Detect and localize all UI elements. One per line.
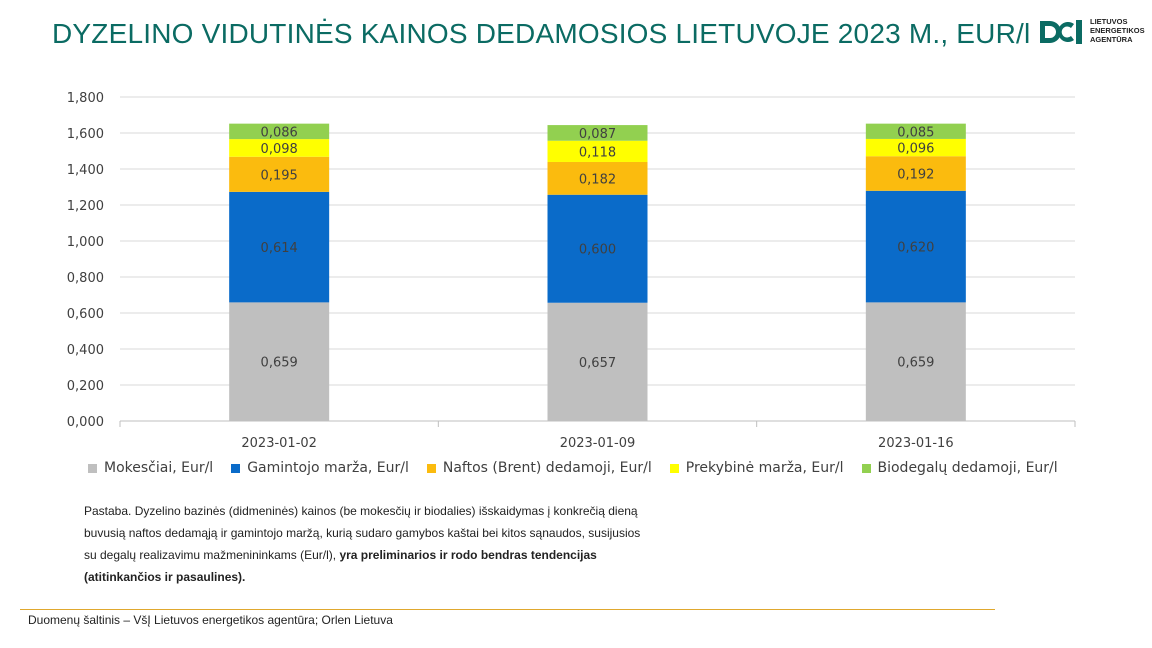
data-label: 0,118: [579, 145, 616, 160]
note-line: buvusią naftos dedamąją ir gamintojo mar…: [84, 526, 641, 540]
bar-segment: [229, 139, 330, 157]
data-label: 0,659: [897, 356, 934, 371]
logo-line: ENERGETIKOS: [1090, 26, 1145, 35]
note-line: Pastaba. Dyzelino bazinės (didmeninės) k…: [84, 504, 638, 518]
legend-label: Gamintojo marža, Eur/l: [247, 460, 409, 476]
chart-legend: Mokesčiai, Eur/l Gamintojo marža, Eur/l …: [88, 460, 1058, 476]
legend-item: Prekybinė marža, Eur/l: [669, 460, 844, 476]
bar-segment: [229, 191, 330, 303]
agency-logo-text: LIETUVOS ENERGETIKOS AGENTŪRA: [1090, 17, 1145, 44]
bar-segment: [229, 156, 330, 192]
data-label: 0,085: [897, 125, 934, 140]
legend-swatch: [231, 463, 241, 473]
y-tick-label: 0,600: [67, 307, 104, 322]
data-label: 0,098: [261, 142, 298, 157]
y-tick-label: 1,000: [67, 235, 104, 250]
y-tick-label: 0,200: [67, 379, 104, 394]
legend-label: Naftos (Brent) dedamoji, Eur/l: [442, 460, 652, 476]
y-tick-label: 0,000: [67, 415, 104, 430]
page-title: DYZELINO VIDUTINĖS KAINOS DEDAMOSIOS LIE…: [52, 18, 1031, 49]
legend-label: Mokesčiai, Eur/l: [104, 460, 214, 476]
bar-segment: [229, 302, 330, 421]
data-source: Duomenų šaltinis – VšĮ Lietuvos energeti…: [28, 613, 393, 627]
chart-note: Pastaba. Dyzelino bazinės (didmeninės) k…: [84, 500, 644, 588]
y-tick-label: 1,400: [67, 163, 104, 178]
bar-segment: [865, 190, 966, 303]
data-label: 0,195: [261, 168, 298, 183]
y-tick-label: 1,200: [67, 199, 104, 214]
note-text: su degalų realizavimu mažmenininkams (Eu…: [84, 548, 340, 562]
x-tick-label: 2023-01-09: [560, 436, 636, 451]
logo-line: LIETUVOS: [1090, 17, 1128, 26]
data-label: 0,086: [261, 125, 298, 140]
legend-swatch: [861, 463, 871, 473]
stacked-bar-chart: 0,000 0,200 0,400 0,600 0,800 1,000 1,200 1,400…: [67, 91, 1076, 451]
data-label: 0,614: [261, 241, 298, 256]
note-emphasis: yra preliminarios ir rodo bendras tenden…: [339, 548, 597, 562]
bar-segment: [865, 302, 966, 421]
x-tick-label: 2023-01-02: [241, 436, 317, 451]
x-tick-label: 2023-01-16: [878, 436, 954, 451]
data-label: 0,096: [897, 142, 934, 157]
legend-label: Prekybinė marža, Eur/l: [685, 460, 844, 476]
legend-swatch: [669, 463, 679, 473]
bar-segment: [865, 123, 966, 139]
y-tick-label: 1,800: [67, 91, 104, 106]
bar-segment: [547, 302, 648, 421]
bar-segment: [865, 156, 966, 191]
bar-segment: [547, 161, 648, 195]
logo-line: AGENTŪRA: [1090, 35, 1133, 44]
data-label: 0,182: [579, 172, 616, 187]
agency-logo: LIETUVOS ENERGETIKOS AGENTŪRA: [1036, 16, 1146, 48]
data-label: 0,659: [261, 356, 298, 371]
data-label: 0,600: [579, 243, 616, 258]
data-label: 0,657: [579, 356, 616, 371]
data-label: 0,620: [897, 241, 934, 256]
note-emphasis: (atitinkančios ir pasaulines).: [84, 570, 246, 584]
y-tick-label: 1,600: [67, 127, 104, 142]
bar-segment: [547, 140, 648, 162]
data-label: 0,192: [897, 168, 934, 183]
agency-logo-icon: [1040, 20, 1082, 44]
note-line: su degalų realizavimu mažmenininkams (Eu…: [84, 544, 644, 566]
bar-segment: [865, 138, 966, 157]
data-label: 0,087: [579, 127, 616, 142]
bar-segment: [547, 125, 648, 141]
legend-item: Gamintojo marža, Eur/l: [231, 460, 409, 476]
legend-swatch: [88, 463, 97, 473]
legend-swatch: [426, 463, 436, 473]
footer-divider: [20, 609, 995, 610]
y-tick-label: 0,800: [67, 271, 104, 286]
bar-segment: [547, 194, 648, 303]
bar-segment: [229, 123, 330, 140]
legend-item: Biodegalų dedamoji, Eur/l: [861, 460, 1058, 476]
y-tick-label: 0,400: [67, 343, 104, 358]
legend-item: Mokesčiai, Eur/l: [88, 460, 213, 476]
legend-item: Naftos (Brent) dedamoji, Eur/l: [426, 460, 652, 476]
legend-label: Biodegalų dedamoji, Eur/l: [877, 460, 1058, 476]
